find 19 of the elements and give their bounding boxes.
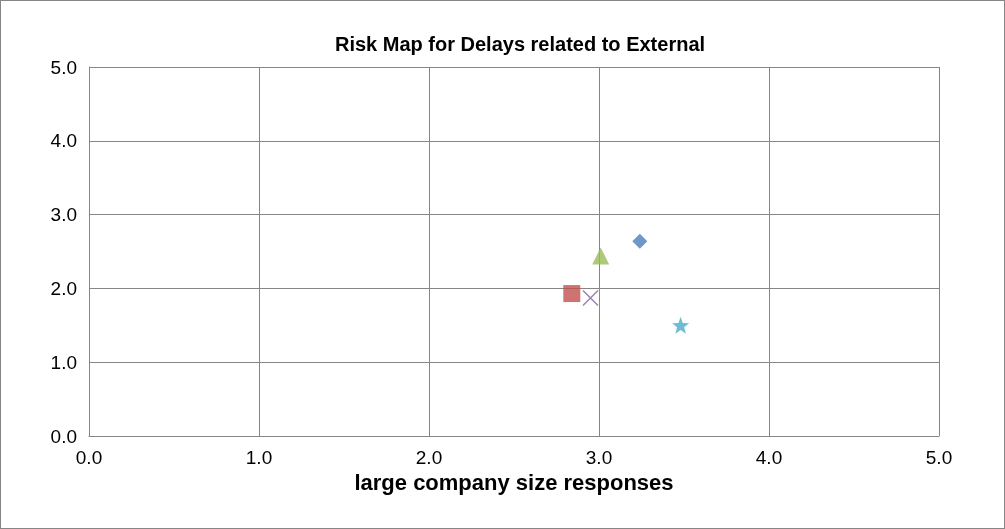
point (582, 289, 599, 307)
point (632, 233, 648, 249)
y-tick-label: 1.0 (50, 351, 77, 373)
x-tick-label: 0.0 (75, 447, 103, 468)
y-tick-label: 5.0 (50, 56, 77, 78)
point (672, 316, 690, 334)
y-tick-label: 3.0 (50, 204, 77, 226)
x-tick-label: 5.0 (925, 447, 953, 468)
x-tick-label: 4.0 (755, 447, 783, 468)
x-axis-title: large company size responses (354, 470, 674, 496)
x-tick-label: 3.0 (585, 447, 613, 468)
x-tick-label: 1.0 (245, 447, 273, 468)
point (563, 285, 581, 303)
point (592, 247, 610, 265)
y-tick-label: 4.0 (50, 130, 77, 152)
y-tick-label: 0.0 (50, 425, 77, 447)
y-tick-label: 2.0 (50, 277, 77, 299)
chart-title: Risk Map for Delays related to External (334, 33, 706, 55)
x-tick-label: 2.0 (415, 447, 443, 468)
